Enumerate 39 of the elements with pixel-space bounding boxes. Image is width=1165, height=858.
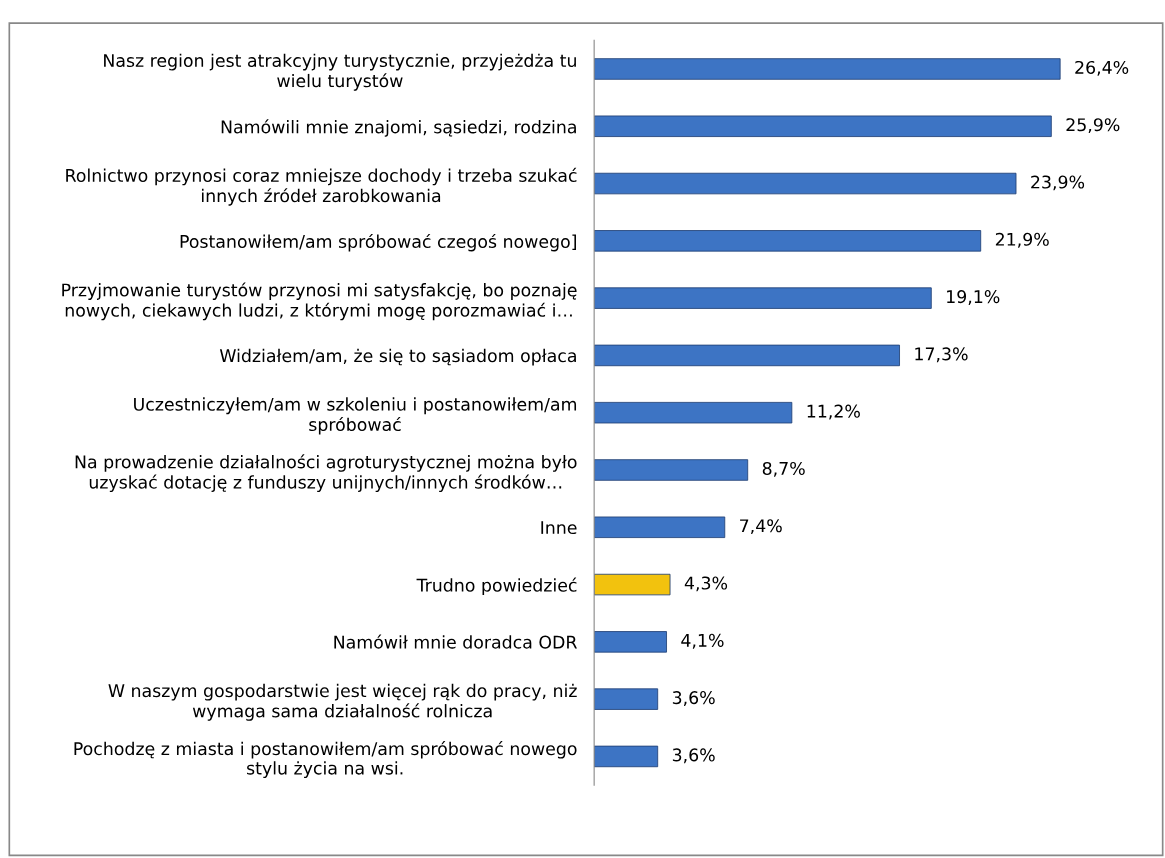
data-label: 4,1% — [681, 633, 724, 649]
data-label: 19,1% — [947, 290, 1000, 305]
bar — [594, 287, 932, 309]
y-tick-label: Namówił mnie doradca ODR — [334, 634, 577, 649]
data-label: 8,7% — [762, 461, 805, 477]
data-label: 7,4% — [740, 519, 782, 535]
y-tick-label: Trudno powiedzieć — [416, 577, 577, 596]
data-label: 25,9% — [1066, 118, 1120, 134]
y-tick-label: Uczestniczyłem/am w szkoleniu i postanowiłem/am spróbować — [134, 397, 577, 435]
y-tick-label: Nasz region jest atrakcyjny turystycznie, przyjeżdża tu wielu turystów — [104, 53, 576, 91]
y-tick-label: Na prowadzenie działalności agroturystycznej można było uzyskać dotację z funduszy unijnych/innych środków… — [75, 454, 577, 493]
data-label: 3,6% — [672, 748, 715, 764]
bar — [594, 516, 726, 539]
data-label: 26,4% — [1075, 60, 1129, 76]
y-tick-label: Namówili mnie znajomi, sąsiedzi, rodzina — [221, 119, 576, 137]
y-tick-label: Pochodzę z miasta i postanowiłem/am spróbować nowego stylu życia na wsi. — [74, 741, 577, 779]
data-label: 17,3% — [915, 347, 968, 363]
data-label: 3,6% — [672, 691, 715, 706]
bar — [594, 230, 982, 252]
bar — [594, 401, 793, 424]
data-label: 4,3% — [684, 576, 728, 592]
bar — [594, 459, 749, 481]
data-label: 21,9% — [995, 232, 1049, 248]
bar — [594, 115, 1052, 137]
y-tick-label: Postanowiłem/am spróbować czegoś nowego] — [180, 233, 576, 252]
y-tick-label: W naszym gospodarstwie jest więcej rąk do pracy, niż wymaga sama działalność rolnicza — [108, 683, 577, 721]
bar — [594, 688, 659, 710]
y-tick-label: Przyjmowanie turystów przynosi mi satysfakcję, bo poznaję nowych, ciekawych ludzi, z którymi mogę porozmawiać i… — [62, 282, 577, 321]
y-tick-label: Inne — [541, 521, 577, 535]
data-label: 23,9% — [1031, 175, 1085, 191]
bar — [594, 573, 671, 596]
bar — [594, 745, 659, 768]
bar — [594, 58, 1061, 80]
bar — [594, 631, 667, 653]
bar — [594, 344, 900, 367]
y-tick-label: Rolnictwo przynosi coraz mniejsze dochody i trzeba szukać innych źródeł zarobkowania — [66, 167, 577, 206]
data-label: 11,2% — [807, 404, 860, 420]
bar — [594, 172, 1017, 195]
y-tick-label: Widziałem/am, że się to sąsiadom opłaca — [219, 348, 576, 366]
